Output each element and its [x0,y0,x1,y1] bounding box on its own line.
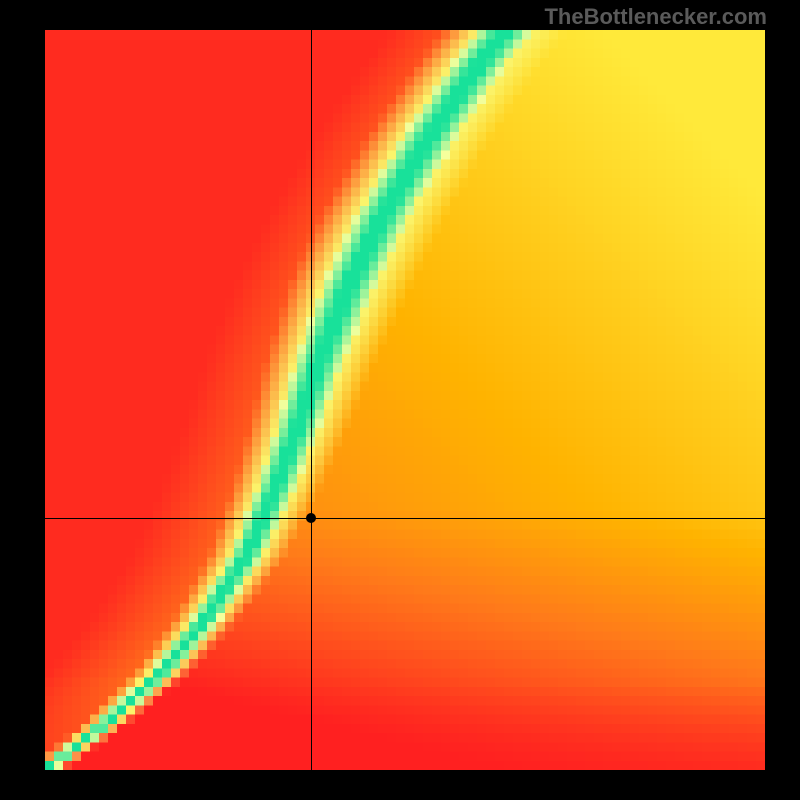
watermark-text: TheBottlenecker.com [544,4,767,30]
crosshair-horizontal [45,518,765,519]
crosshair-vertical [311,30,312,770]
bottleneck-heatmap [45,30,765,770]
chart-container: TheBottlenecker.com [0,0,800,800]
